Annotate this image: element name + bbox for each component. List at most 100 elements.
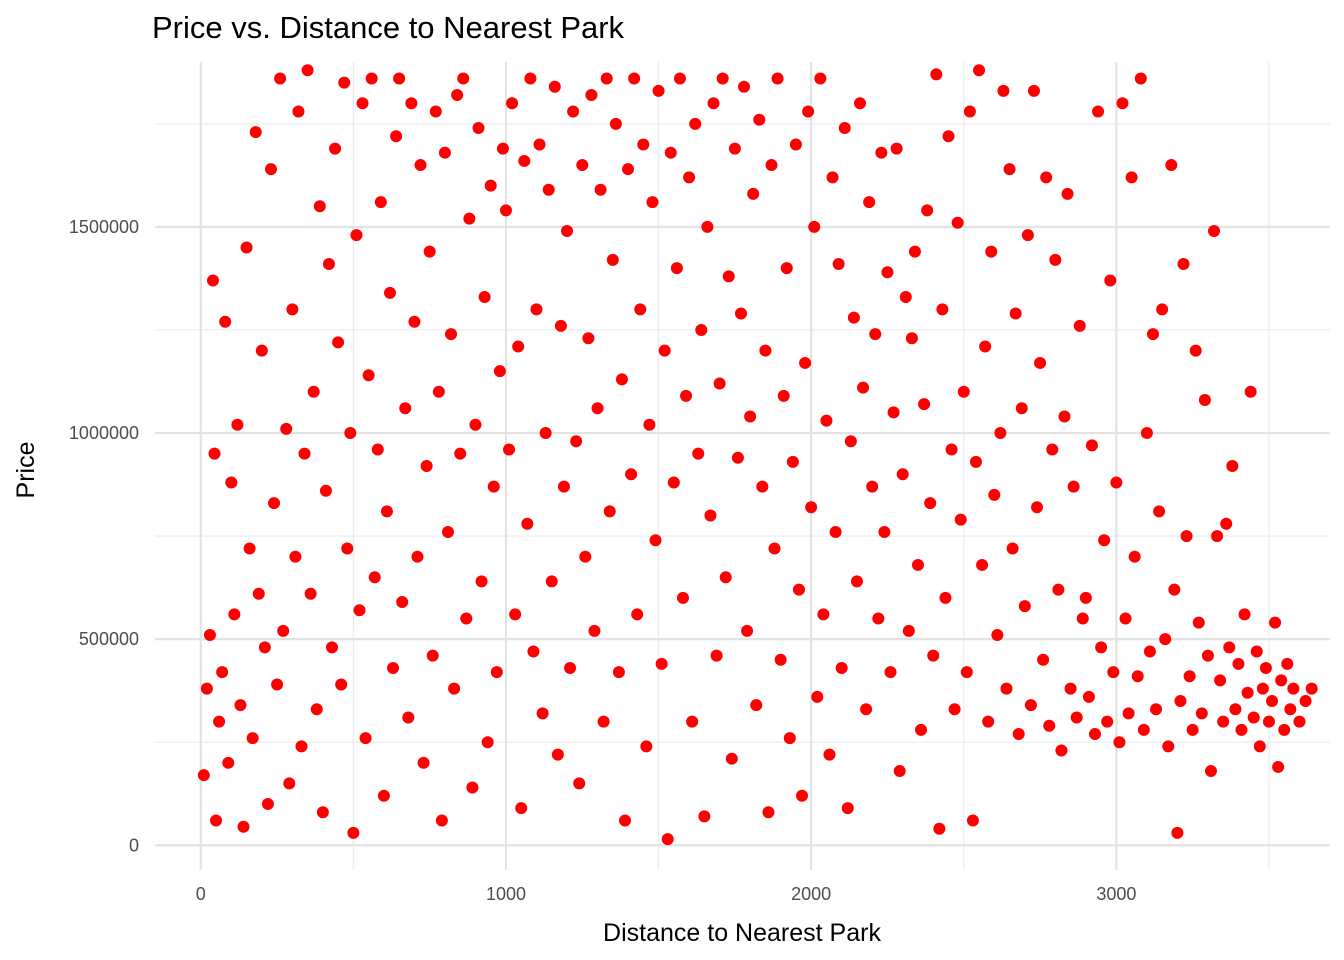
data-point [832,258,845,270]
data-point [1211,530,1224,543]
data-point [441,525,454,538]
data-point [362,369,375,382]
data-point [481,736,494,749]
data-point [796,789,809,802]
data-point [426,649,439,662]
data-point [1110,476,1123,489]
data-point [197,769,210,782]
data-point [612,666,625,679]
data-point [301,64,314,77]
data-point [1259,662,1272,674]
data-point [1272,760,1285,773]
data-point [203,629,216,642]
data-point [890,142,903,155]
data-point [396,596,409,609]
data-point [637,138,650,151]
data-point [954,513,967,526]
data-point [503,443,516,456]
data-point [390,130,403,143]
data-point [1174,694,1187,707]
data-point [1256,682,1269,695]
data-point [274,72,287,85]
data-point [960,666,973,679]
data-point [774,653,787,666]
data-point [493,365,506,378]
data-point [1128,550,1141,563]
data-point [246,732,259,745]
data-point [353,604,366,617]
data-point [1085,439,1098,452]
data-point [475,575,488,588]
data-point [646,196,659,209]
data-point [649,534,662,547]
data-point [820,414,833,427]
data-point [405,97,418,110]
data-point [210,814,223,827]
data-point [719,571,732,584]
data-point [957,385,970,398]
data-point [731,451,744,464]
data-point [686,715,699,728]
data-point [469,418,482,431]
data-point [1037,653,1050,666]
data-point [792,583,805,596]
data-point [557,480,570,493]
data-point [869,328,882,341]
data-point [490,666,503,679]
data-point [316,806,329,819]
data-point [588,624,601,637]
data-point [985,245,998,258]
data-point [1101,715,1114,728]
data-point [530,303,543,316]
data-point [445,328,458,341]
data-point [1162,740,1175,753]
data-point [1287,682,1300,695]
data-point [1217,715,1230,728]
data-point [942,130,955,143]
data-point [802,105,815,118]
data-point [844,435,857,448]
data-point [1006,542,1019,555]
data-point [698,810,711,823]
data-point [963,105,976,118]
data-point [1015,402,1028,415]
data-point [1150,703,1163,716]
data-point [457,72,470,85]
x-tick-label: 3000 [1096,884,1136,904]
data-point [435,814,448,827]
data-point [921,204,934,217]
data-point [1229,703,1242,716]
data-point [594,183,607,196]
data-point [905,332,918,345]
data-point [1021,229,1034,242]
data-point [576,159,589,172]
data-point [570,435,583,448]
data-point [506,97,519,110]
data-point [1073,319,1086,332]
data-point [966,814,979,827]
data-point [1223,641,1236,654]
data-point [1079,591,1092,604]
data-point [1064,682,1077,695]
data-point [347,826,360,839]
data-point [1195,707,1208,720]
data-point [799,356,812,369]
data-point [643,418,656,431]
data-point [1305,682,1318,695]
data-point [240,241,253,254]
data-point [878,525,891,538]
data-point [408,315,421,328]
data-point [652,84,665,97]
data-point [1293,715,1306,728]
data-point [1024,699,1037,712]
y-tick-label: 500000 [79,629,139,649]
data-point [368,571,381,584]
data-point [1070,711,1083,724]
data-point [973,64,986,77]
data-point [908,245,921,258]
data-point [414,159,427,172]
data-point [619,814,631,827]
data-point [667,476,680,489]
data-point [628,72,641,85]
data-point [1266,694,1279,707]
